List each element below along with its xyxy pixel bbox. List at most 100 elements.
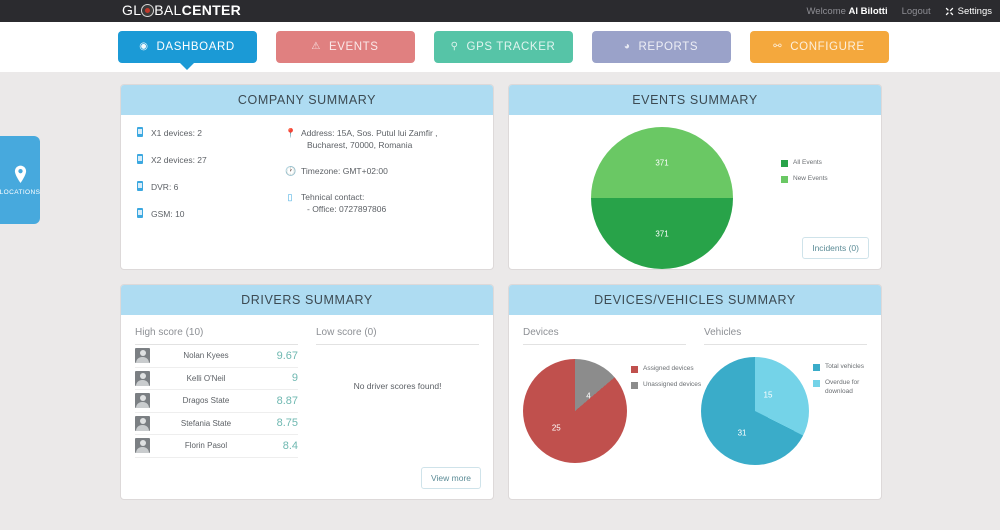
legend-swatch-total-vehicles — [813, 364, 820, 371]
nav-tab-configure-label: CONFIGURE — [790, 41, 865, 53]
drivers-low-score-column: Low score (0) No driver scores found! — [316, 327, 479, 458]
avatar — [135, 438, 150, 454]
panel-company-summary: COMPANY SUMMARY X1 devices: 2 X2 devices… — [120, 84, 494, 270]
vehicles-pie-chart: 15 31 — [701, 357, 809, 465]
locations-tab-label: LOCATIONS — [0, 188, 41, 196]
list-item: DVR: 6 — [135, 181, 275, 195]
map-pin-icon: 📍 — [285, 128, 297, 138]
devices-column: Devices — [523, 327, 686, 345]
table-row[interactable]: Dragos State 8.87 — [135, 390, 298, 413]
view-more-button[interactable]: View more — [421, 467, 481, 489]
device-gsm-label: GSM: 10 — [151, 209, 185, 220]
contact-row: ▯ Tehnical contact: - Office: 0727897806 — [285, 191, 479, 216]
legend-item: Overdue for download — [813, 379, 881, 397]
legend-label-overdue-download: Overdue for download — [825, 378, 860, 395]
legend-label-total-vehicles: Total vehicles — [825, 363, 865, 370]
panel-drivers-title: DRIVERS SUMMARY — [121, 285, 493, 315]
sitemap-icon: ⚯ — [773, 41, 783, 52]
company-devices-list: X1 devices: 2 X2 devices: 27 DVR: 6 — [135, 127, 275, 235]
table-row[interactable]: Kelli O'Neil 9 — [135, 368, 298, 390]
drivers-high-score-column: High score (10) Nolan Kyees 9.67 Kelli O… — [135, 327, 298, 458]
legend-item: Total vehicles — [813, 363, 881, 372]
address-label: Address: — [301, 128, 335, 138]
warning-triangle-icon: ⚠ — [311, 41, 321, 52]
address-line2: Bucharest, 70000, Romania — [307, 140, 413, 151]
phone-icon: ▯ — [287, 191, 293, 202]
table-row[interactable]: Nolan Kyees 9.67 — [135, 345, 298, 368]
nav-tab-gps-tracker-label: GPS TRACKER — [466, 41, 556, 53]
panel-devices-title: DEVICES/VEHICLES SUMMARY — [509, 285, 881, 315]
settings-link[interactable]: Settings — [945, 6, 992, 17]
events-legend: All Events New Events — [781, 159, 828, 191]
nav-tab-reports-label: REPORTS — [638, 41, 699, 53]
table-row[interactable]: Florin Pasol 8.4 — [135, 435, 298, 458]
logo-text-light: GL — [122, 2, 142, 18]
app-logo[interactable]: GL BAL CENTER — [122, 2, 241, 18]
driver-name: Kelli O'Neil — [186, 373, 226, 383]
driver-name: Dragos State — [182, 396, 230, 406]
vehicles-column: Vehicles — [704, 327, 867, 345]
devices-legend: Assigned devices Unassigned devices — [631, 365, 701, 397]
avatar — [135, 415, 150, 431]
legend-swatch-all-events — [781, 160, 788, 167]
panel-drivers-body: High score (10) Nolan Kyees 9.67 Kelli O… — [121, 315, 493, 499]
company-contact-info: 📍 Address: 15A, Sos. Putul lui Zamfir , … — [285, 127, 479, 235]
map-pin-icon: ⚲ — [450, 41, 459, 52]
timezone-row: 🕐 Timezone: GMT+02:00 — [285, 165, 479, 178]
panel-devices-body: Devices Vehicles 4 25 Assigned devices — [509, 315, 881, 499]
device-icon — [135, 127, 145, 141]
nav-tab-gps-tracker[interactable]: ⚲ GPS TRACKER — [433, 31, 573, 63]
devices-header: Devices — [523, 327, 686, 345]
driver-score: 8.4 — [282, 439, 298, 452]
nav-tab-configure[interactable]: ⚯ CONFIGURE — [749, 31, 889, 63]
logout-link[interactable]: Logout — [901, 5, 931, 17]
gauge-icon: ◉ — [139, 41, 149, 52]
legend-item: New Events — [781, 175, 828, 184]
list-item: X1 devices: 2 — [135, 127, 275, 141]
events-pie-chart: 371 371 — [591, 127, 733, 269]
device-icon — [135, 208, 145, 222]
driver-score: 8.87 — [276, 394, 298, 407]
logo-target-icon — [141, 3, 155, 17]
low-score-empty-message: No driver scores found! — [353, 381, 442, 391]
logo-text-bold: CENTER — [181, 2, 242, 18]
nav-tab-reports[interactable]: ◕ REPORTS — [591, 31, 731, 63]
user-name: Al Bilotti — [848, 5, 888, 17]
driver-score: 8.75 — [276, 417, 298, 430]
locations-tab[interactable]: LOCATIONS — [0, 136, 40, 224]
low-score-header: Low score (0) — [316, 327, 479, 345]
device-x2-label: X2 devices: 27 — [151, 155, 207, 166]
clock-icon: 🕐 — [285, 165, 297, 176]
vehicles-pie-label-overdue: 15 — [763, 390, 773, 400]
contact-text: Tehnical contact: - Office: 0727897806 — [301, 191, 386, 216]
events-pie-label-all: 371 — [655, 229, 669, 238]
address-text: Address: 15A, Sos. Putul lui Zamfir , Bu… — [301, 127, 438, 152]
main-nav: ◉ DASHBOARD ⚠ EVENTS ⚲ GPS TRACKER ◕ REP… — [0, 22, 1000, 72]
nav-tab-dashboard[interactable]: ◉ DASHBOARD — [117, 31, 257, 70]
table-row[interactable]: Stefania State 8.75 — [135, 413, 298, 435]
legend-item: All Events — [781, 159, 828, 168]
devices-pie-chart: 4 25 — [523, 359, 627, 463]
legend-swatch-new-events — [781, 175, 788, 183]
incidents-button[interactable]: Incidents (0) — [802, 237, 869, 259]
driver-score: 9.67 — [276, 349, 298, 362]
legend-item: Assigned devices — [631, 365, 701, 374]
legend-label-new-events: New Events — [793, 174, 828, 182]
legend-swatch-assigned-devices — [631, 366, 638, 373]
welcome-text: Welcome Al Bilotti — [806, 6, 887, 17]
events-pie-label-new: 371 — [655, 158, 669, 167]
vehicles-header: Vehicles — [704, 327, 867, 345]
tools-icon — [945, 7, 953, 15]
device-dvr-label: DVR: 6 — [151, 182, 179, 193]
legend-label-assigned-devices: Assigned devices — [643, 365, 694, 372]
high-score-header: High score (10) — [135, 327, 298, 345]
avatar — [135, 370, 150, 386]
panel-events-title: EVENTS SUMMARY — [509, 85, 881, 115]
map-pin-icon — [14, 165, 26, 183]
driver-name: Florin Pasol — [184, 441, 228, 451]
nav-tab-dashboard-label: DASHBOARD — [156, 41, 235, 53]
panel-drivers-summary: DRIVERS SUMMARY High score (10) Nolan Ky… — [120, 284, 494, 500]
nav-tab-events[interactable]: ⚠ EVENTS — [275, 31, 415, 63]
vehicles-pie-label-total: 31 — [737, 428, 747, 438]
contact-office: - Office: 0727897806 — [307, 203, 387, 214]
